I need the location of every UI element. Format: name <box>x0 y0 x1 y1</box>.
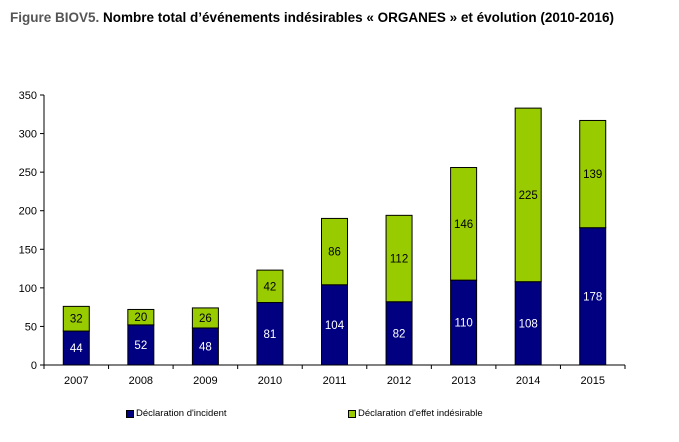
x-tick-label: 2011 <box>323 375 347 387</box>
bar-effet <box>256 269 284 304</box>
y-tick-label: 50 <box>25 321 37 333</box>
bar-effet <box>321 217 348 286</box>
bar-incident <box>62 330 90 366</box>
data-label-incident: 110 <box>454 318 472 330</box>
y-tick-label: 200 <box>19 206 37 218</box>
data-label-incident: 44 <box>70 343 83 355</box>
bar-incident <box>514 281 542 366</box>
data-label-effet: 86 <box>328 247 341 259</box>
data-label-incident: 104 <box>325 320 345 332</box>
bar-effet <box>127 308 155 326</box>
legend-label-incident: Déclaration d'incident <box>136 408 227 419</box>
legend-item-incident: Déclaration d'incident <box>126 408 227 419</box>
legend-swatch-effet <box>348 409 356 418</box>
bar-effet <box>385 214 413 303</box>
data-label-effet: 26 <box>199 313 212 325</box>
x-tick-label: 2014 <box>516 375 540 387</box>
data-label-effet: 225 <box>519 190 538 202</box>
y-tick-label: 0 <box>31 360 37 372</box>
bar-effet <box>62 305 90 332</box>
bar-incident <box>127 324 155 366</box>
y-tick-label: 300 <box>19 129 37 141</box>
y-tick-label: 150 <box>19 244 37 256</box>
bar-effet <box>191 307 219 329</box>
x-tick-label: 2015 <box>580 375 604 387</box>
chart-title: Figure BIOV5. Nombre total d’événements … <box>10 10 614 25</box>
data-label-effet: 146 <box>454 219 473 231</box>
figure-number: Figure BIOV5. <box>10 10 100 25</box>
data-label-effet: 32 <box>70 314 83 326</box>
bar-effet <box>579 119 607 229</box>
data-label-effet: 20 <box>134 312 147 324</box>
x-tick-label: 2008 <box>129 375 153 387</box>
title-text: Nombre total d’événements indésirables «… <box>103 10 614 25</box>
bar-incident <box>450 279 478 366</box>
x-tick-label: 2013 <box>451 375 475 387</box>
bar-effet <box>514 107 542 283</box>
x-tick-label: 2010 <box>258 375 282 387</box>
y-tick-label: 350 <box>19 90 37 102</box>
legend-swatch-incident <box>126 409 134 418</box>
legend-label-effet: Déclaration d'effet indésirable <box>358 408 483 419</box>
data-label-incident: 108 <box>519 318 538 330</box>
data-label-incident: 52 <box>134 340 147 352</box>
x-tick-label: 2009 <box>193 375 217 387</box>
bar-incident <box>191 327 219 366</box>
data-label-incident: 82 <box>393 328 406 340</box>
data-label-incident: 81 <box>264 329 277 341</box>
data-label-incident: 48 <box>199 341 212 353</box>
bar-incident <box>385 301 413 366</box>
y-tick-label: 100 <box>19 283 37 295</box>
bar-incident <box>321 284 348 366</box>
data-label-effet: 42 <box>264 281 277 293</box>
data-label-incident: 178 <box>583 291 602 303</box>
data-label-effet: 139 <box>583 169 602 181</box>
x-tick-label: 2007 <box>64 375 88 387</box>
y-tick-label: 250 <box>19 167 37 179</box>
x-tick-label: 2012 <box>387 375 411 387</box>
data-label-effet: 112 <box>390 254 408 266</box>
legend-item-effet: Déclaration d'effet indésirable <box>348 408 483 419</box>
bar-effet <box>450 167 478 281</box>
bar-incident <box>579 227 607 366</box>
